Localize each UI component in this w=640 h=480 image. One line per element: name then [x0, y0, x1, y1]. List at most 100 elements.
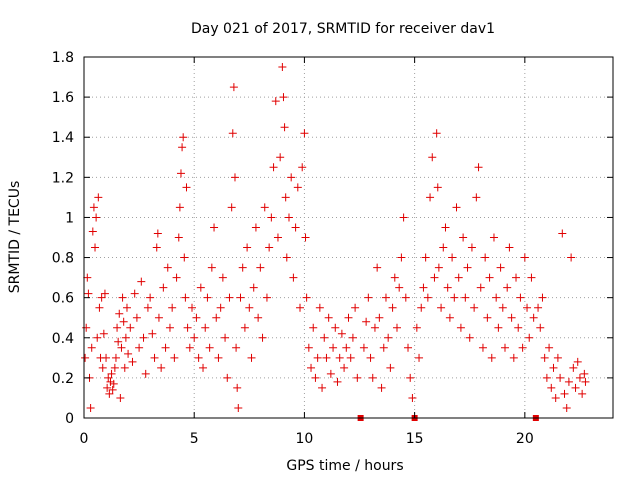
data-point: [178, 143, 187, 152]
data-point: [384, 333, 393, 342]
data-point: [267, 213, 276, 222]
data-point: [573, 357, 582, 366]
data-point: [124, 349, 133, 358]
data-point: [256, 263, 265, 272]
data-point: [452, 203, 461, 212]
data-point: [130, 289, 139, 298]
data-point: [207, 263, 216, 272]
x-tick-label: 20: [516, 431, 534, 447]
data-point: [227, 203, 236, 212]
data-point: [216, 303, 225, 312]
data-point: [137, 277, 146, 286]
data-point: [99, 329, 108, 338]
chart-title: Day 021 of 2017, SRMTID for receiver dav…: [191, 21, 495, 37]
data-point: [154, 313, 163, 322]
data-point: [415, 353, 424, 362]
data-point: [417, 303, 426, 312]
data-point: [300, 129, 309, 138]
x-tick-label: 10: [296, 431, 314, 447]
data-point: [492, 293, 501, 302]
data-points: [81, 63, 590, 412]
data-point: [456, 323, 465, 332]
data-point: [192, 313, 201, 322]
data-point: [117, 343, 126, 352]
data-point: [485, 273, 494, 282]
data-point: [348, 333, 357, 342]
data-point: [153, 229, 162, 238]
data-point: [194, 353, 203, 362]
data-point: [311, 373, 320, 382]
data-point: [106, 377, 115, 386]
data-point: [254, 313, 263, 322]
data-point: [527, 273, 536, 282]
data-point: [320, 333, 329, 342]
plot-frame: [83, 56, 614, 419]
data-point: [301, 233, 310, 242]
data-point: [232, 343, 241, 352]
data-point: [569, 363, 578, 372]
data-point: [240, 323, 249, 332]
data-point: [322, 353, 331, 362]
data-point: [141, 369, 150, 378]
y-tick-label: 1.6: [52, 90, 74, 106]
data-point: [168, 303, 177, 312]
x-axis-label: GPS time / hours: [286, 458, 403, 474]
data-point: [181, 293, 190, 302]
data-point: [433, 183, 442, 192]
x-tick-label: 15: [406, 431, 424, 447]
data-point: [245, 303, 254, 312]
data-point: [326, 369, 335, 378]
data-point: [386, 363, 395, 372]
data-point: [428, 153, 437, 162]
data-point: [450, 293, 459, 302]
data-point: [551, 393, 560, 402]
data-point: [346, 353, 355, 362]
data-point: [205, 343, 214, 352]
data-point: [185, 343, 194, 352]
data-point: [560, 389, 569, 398]
data-point: [229, 83, 238, 92]
data-point: [461, 293, 470, 302]
data-point: [159, 283, 168, 292]
data-point: [247, 353, 256, 362]
data-point: [318, 383, 327, 392]
data-point: [437, 303, 446, 312]
data-point: [126, 323, 135, 332]
data-point: [476, 283, 485, 292]
data-point: [86, 403, 95, 412]
data-point: [333, 377, 342, 386]
data-point: [236, 293, 245, 302]
data-point: [315, 303, 324, 312]
x-axis-ticks: 0 5 10 15 20: [80, 57, 534, 447]
data-point: [289, 273, 298, 282]
data-point: [489, 233, 498, 242]
y-axis-label: SRMTID / TECUs: [7, 181, 23, 294]
data-point: [132, 313, 141, 322]
data-point: [390, 273, 399, 282]
data-point: [119, 317, 128, 326]
data-point: [262, 293, 271, 302]
data-point: [265, 243, 274, 252]
data-point: [549, 363, 558, 372]
data-point: [432, 129, 441, 138]
data-point: [342, 343, 351, 352]
data-point: [448, 253, 457, 262]
data-point: [581, 377, 590, 386]
data-point: [212, 313, 221, 322]
data-point: [196, 283, 205, 292]
data-point: [545, 343, 554, 352]
data-point: [190, 333, 199, 342]
data-point: [483, 313, 492, 322]
data-point: [309, 323, 318, 332]
data-point: [291, 223, 300, 232]
data-point: [514, 323, 523, 332]
y-tick-label: 1.8: [52, 50, 74, 66]
data-point: [93, 333, 102, 342]
data-point: [445, 313, 454, 322]
data-point: [335, 353, 344, 362]
data-point: [344, 313, 353, 322]
data-point: [201, 323, 210, 332]
data-point: [359, 343, 368, 352]
data-point: [534, 303, 543, 312]
